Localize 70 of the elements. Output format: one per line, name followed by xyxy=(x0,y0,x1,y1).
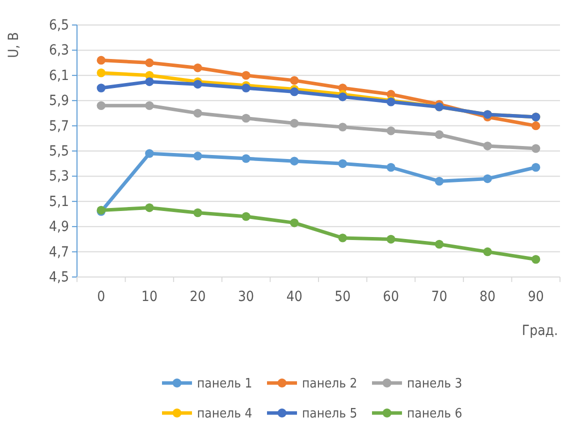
point xyxy=(96,68,106,78)
point xyxy=(434,130,444,139)
point xyxy=(96,84,106,92)
point xyxy=(483,174,492,184)
point xyxy=(338,92,348,102)
legend-label: панель 5 xyxy=(302,406,358,422)
x-tick-label: 90 xyxy=(528,288,544,305)
legend-label: панель 4 xyxy=(197,406,252,422)
legend-label: панель 6 xyxy=(407,406,462,422)
point xyxy=(531,255,540,264)
y-tick-label: 6,5 xyxy=(48,17,69,34)
point xyxy=(193,152,202,160)
point xyxy=(434,240,444,249)
point xyxy=(96,101,106,110)
point xyxy=(145,101,154,110)
x-tick-label: 20 xyxy=(190,288,206,305)
x-tick-label: 30 xyxy=(238,288,254,305)
point xyxy=(290,218,299,228)
x-tick-label: 40 xyxy=(286,288,302,305)
point xyxy=(242,84,250,92)
y-tick-label: 4,5 xyxy=(48,269,69,286)
point xyxy=(242,212,250,221)
x-tick-label: 50 xyxy=(334,288,351,305)
point xyxy=(338,159,348,168)
point xyxy=(386,234,396,244)
point xyxy=(531,121,540,130)
point xyxy=(145,149,154,158)
y-tick-label: 6,3 xyxy=(48,42,69,59)
point xyxy=(193,108,202,118)
point xyxy=(145,58,154,68)
point xyxy=(145,77,154,86)
point xyxy=(193,63,202,72)
y-tick-label: 5,5 xyxy=(48,143,69,160)
y-axis-title: U, В xyxy=(6,32,22,58)
y-tick-label: 4,7 xyxy=(48,244,69,260)
point xyxy=(145,203,154,212)
y-tick-label: 6,1 xyxy=(48,68,69,84)
y-tick-label: 5,7 xyxy=(48,118,69,134)
y-tick-label: 4,9 xyxy=(48,219,69,236)
point xyxy=(96,56,106,65)
point xyxy=(483,247,492,256)
point xyxy=(338,122,348,132)
point xyxy=(483,142,492,150)
y-tick-label: 5,9 xyxy=(48,93,69,110)
x-tick-label: 10 xyxy=(141,288,158,305)
point xyxy=(290,76,299,85)
y-tick-label: 5,1 xyxy=(48,194,69,210)
x-tick-label: 70 xyxy=(431,288,448,305)
x-tick-label: 60 xyxy=(382,288,399,305)
point xyxy=(193,80,202,89)
point xyxy=(193,208,202,218)
point xyxy=(386,126,396,136)
point xyxy=(338,234,348,242)
legend-label: панель 2 xyxy=(302,376,358,392)
x-axis-title: Град. xyxy=(522,323,558,339)
point xyxy=(242,71,250,80)
point xyxy=(290,156,299,166)
x-tick-label: 80 xyxy=(480,288,496,305)
point xyxy=(290,87,299,96)
point xyxy=(386,163,396,172)
point xyxy=(531,144,540,153)
point xyxy=(531,163,540,172)
legend-label: панель 1 xyxy=(197,376,252,392)
y-tick-label: 5,3 xyxy=(48,168,69,185)
point xyxy=(290,118,299,128)
point xyxy=(434,176,444,186)
legend-label: панель 3 xyxy=(407,376,462,392)
point xyxy=(242,114,250,123)
x-tick-label: 0 xyxy=(97,288,106,305)
point xyxy=(242,154,250,163)
